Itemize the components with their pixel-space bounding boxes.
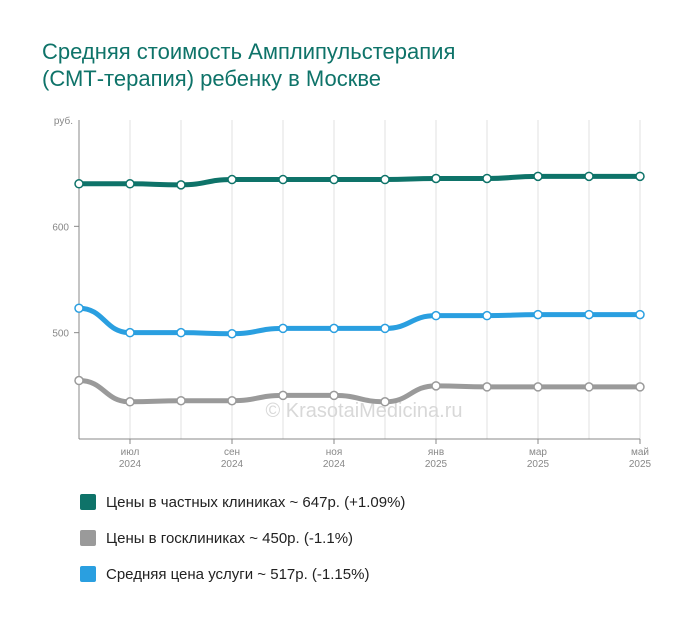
data-point-public bbox=[176, 395, 186, 406]
data-point-public bbox=[635, 382, 645, 392]
legend-item-average[interactable]: Средняя цена услуги ~ 517р. (-1.15%) bbox=[80, 556, 405, 592]
watermark: © KrasotaiMedicina.ru bbox=[265, 400, 462, 422]
x-tick-label-year: 2025 bbox=[527, 459, 550, 470]
series-line-average bbox=[76, 305, 643, 337]
data-point-average bbox=[227, 328, 237, 339]
data-point-public bbox=[380, 397, 390, 407]
x-tick-label-month: сен bbox=[224, 447, 240, 458]
data-point-public bbox=[278, 390, 288, 401]
data-point-private bbox=[533, 171, 543, 182]
data-point-average bbox=[176, 327, 186, 338]
data-point-private bbox=[278, 174, 288, 185]
data-point-public bbox=[482, 382, 492, 392]
x-tick-label-month: янв bbox=[428, 447, 444, 458]
data-point-public bbox=[227, 395, 237, 406]
legend-swatch-private bbox=[80, 494, 96, 510]
chart-title-line-2: (СМТ-терапия) ребенку в Москве bbox=[42, 66, 382, 91]
data-point-public bbox=[329, 390, 339, 401]
legend-label-public: Цены в госклиниках ~ 450р. (-1.1%) bbox=[106, 529, 354, 547]
series-line-private bbox=[76, 173, 643, 188]
data-point-private bbox=[176, 180, 186, 190]
data-point-public bbox=[431, 381, 441, 391]
data-point-average bbox=[125, 327, 135, 338]
legend-item-public[interactable]: Цены в госклиниках ~ 450р. (-1.1%) bbox=[80, 520, 405, 556]
chart-title: Средняя стоимость Амплипульстерапия (СМТ… bbox=[42, 38, 662, 92]
data-point-average bbox=[278, 323, 288, 334]
x-tick-label-year: 2024 bbox=[323, 459, 346, 470]
x-tick-label-year: 2025 bbox=[425, 459, 448, 470]
data-point-average bbox=[635, 309, 645, 320]
legend-swatch-average bbox=[80, 566, 96, 582]
legend-label-average: Средняя цена услуги ~ 517р. (-1.15%) bbox=[106, 565, 370, 583]
y-tick-label: 600 bbox=[52, 222, 69, 233]
data-point-average bbox=[431, 310, 441, 321]
x-tick-label-month: ноя bbox=[326, 447, 343, 458]
legend-label-private: Цены в частных клиниках ~ 647р. (+1.09%) bbox=[106, 493, 406, 511]
data-point-private bbox=[125, 179, 135, 189]
y-axis-unit-label: руб. bbox=[54, 115, 73, 127]
series-line-public bbox=[76, 378, 643, 405]
x-tick-label-year: 2024 bbox=[119, 459, 142, 470]
x-tick-label-month: мар bbox=[529, 447, 547, 458]
data-point-average bbox=[380, 323, 390, 334]
data-point-private bbox=[329, 174, 339, 185]
y-tick-label: 500 bbox=[52, 329, 69, 340]
data-point-average bbox=[329, 323, 339, 334]
data-point-private bbox=[584, 171, 594, 182]
data-point-public bbox=[533, 382, 543, 392]
data-point-public bbox=[74, 375, 84, 386]
data-point-private bbox=[380, 174, 390, 185]
legend-item-private[interactable]: Цены в частных клиниках ~ 647р. (+1.09%) bbox=[80, 484, 405, 520]
data-point-average bbox=[482, 310, 492, 321]
data-point-private bbox=[74, 179, 84, 189]
data-point-average bbox=[74, 303, 84, 313]
x-tick-label-month: июл bbox=[121, 447, 140, 458]
data-point-average bbox=[533, 309, 543, 320]
legend-swatch-public bbox=[80, 530, 96, 546]
x-tick-label-year: 2024 bbox=[221, 459, 244, 470]
legend: Цены в частных клиниках ~ 647р. (+1.09%)… bbox=[80, 484, 405, 592]
chart-title-line-1: Средняя стоимость Амплипульстерапия bbox=[42, 39, 456, 64]
x-tick-label-year: 2025 bbox=[629, 459, 652, 470]
data-point-private bbox=[431, 173, 441, 184]
x-tick-label-month: май bbox=[631, 447, 649, 458]
data-point-private bbox=[227, 174, 237, 185]
data-point-private bbox=[482, 173, 492, 184]
data-point-average bbox=[584, 309, 594, 320]
data-point-public bbox=[125, 397, 135, 407]
data-point-private bbox=[635, 171, 645, 182]
data-point-public bbox=[584, 382, 594, 392]
